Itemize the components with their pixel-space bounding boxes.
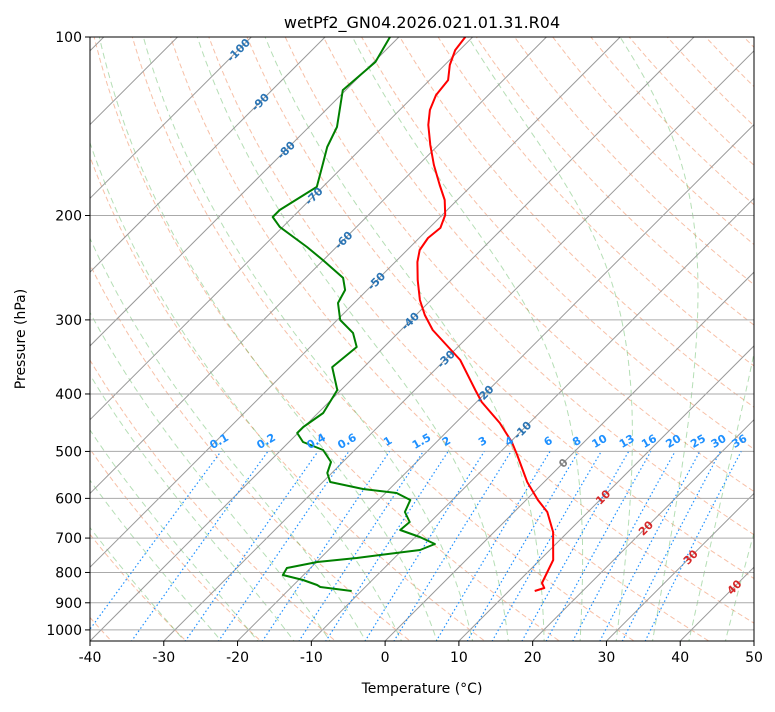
moist-adiabat-line bbox=[193, 24, 509, 645]
isotherm-label: -100 bbox=[224, 36, 253, 65]
y-tick-label: 500 bbox=[55, 444, 82, 460]
y-tick-label: 100 bbox=[55, 30, 82, 46]
x-tick-label: -10 bbox=[300, 650, 323, 666]
moist-adiabat-line bbox=[97, 24, 439, 645]
x-tick-label: 50 bbox=[745, 650, 763, 666]
mixing-ratio-label: 25 bbox=[688, 432, 708, 451]
dry-adiabat-line bbox=[362, 37, 775, 645]
dry-adiabat-line bbox=[0, 37, 340, 645]
background-lines bbox=[0, 24, 775, 645]
y-tick-label: 1000 bbox=[46, 623, 82, 639]
isotherm-label: -90 bbox=[249, 90, 272, 113]
dry-adiabat-line bbox=[591, 37, 775, 645]
isotherm-line bbox=[307, 24, 775, 645]
x-tick-label: -20 bbox=[226, 650, 249, 666]
y-tick-label: 700 bbox=[55, 531, 82, 547]
mixing-ratio-line bbox=[323, 451, 448, 645]
isotherm-line bbox=[0, 24, 412, 645]
dry-adiabat-line bbox=[629, 37, 775, 645]
mixing-ratio-line bbox=[465, 451, 578, 645]
moist-adiabat-line bbox=[688, 24, 775, 645]
y-tick-label: 200 bbox=[55, 208, 82, 224]
x-tick-label: -30 bbox=[152, 650, 175, 666]
mixing-ratio-label: 6 bbox=[542, 434, 555, 449]
dry-adiabat-line bbox=[553, 37, 775, 645]
chart-title: wetPf2_GN04.2026.021.01.31.R04 bbox=[284, 13, 560, 33]
isotherm-line bbox=[529, 24, 775, 645]
mixing-ratio-label: 36 bbox=[730, 432, 750, 451]
x-tick-label: 20 bbox=[524, 650, 542, 666]
dry-adiabat-line bbox=[706, 37, 775, 645]
mixing-ratio-label: 20 bbox=[663, 432, 683, 451]
plot-frame bbox=[90, 37, 754, 641]
mixing-ratio-label: 0.4 bbox=[305, 431, 329, 452]
mixing-ratio-line bbox=[79, 451, 222, 645]
isotherm-line bbox=[160, 24, 775, 645]
x-tick-label: 30 bbox=[598, 650, 616, 666]
mixing-ratio-label: 2 bbox=[440, 434, 453, 449]
x-tick-label: -40 bbox=[79, 650, 102, 666]
x-tick-label: 10 bbox=[450, 650, 468, 666]
mixing-ratio-label: 16 bbox=[639, 432, 659, 451]
y-tick-label: 800 bbox=[55, 565, 82, 581]
mixing-ratio-label: 10 bbox=[590, 432, 610, 451]
isotherm-line bbox=[12, 24, 633, 645]
moist-adiabat-line bbox=[0, 24, 225, 645]
mixing-ratio-label: 3 bbox=[476, 434, 489, 449]
mixing-ratio-line bbox=[571, 451, 675, 645]
mixing-ratio-label: 13 bbox=[617, 432, 637, 451]
dry-adiabat-line bbox=[438, 37, 775, 645]
mixing-ratio-label: 8 bbox=[570, 434, 583, 449]
mixing-ratio-label: 0.1 bbox=[208, 431, 231, 452]
x-tick-label: 0 bbox=[381, 650, 390, 666]
moist-adiabat-line bbox=[1, 24, 332, 645]
mixing-ratio-line bbox=[598, 451, 700, 645]
mixing-ratio-label: 1 bbox=[381, 434, 394, 449]
isotherm-line bbox=[0, 24, 265, 645]
isotherm-line bbox=[455, 24, 775, 645]
y-axis-label: Pressure (hPa) bbox=[13, 289, 29, 389]
dry-adiabat-line bbox=[285, 37, 775, 645]
moist-adiabat-line bbox=[0, 24, 261, 645]
y-tick-label: 300 bbox=[55, 313, 82, 329]
moist-adiabat-line bbox=[724, 24, 775, 645]
moist-adiabat-line bbox=[29, 24, 368, 645]
y-tick-label: 600 bbox=[55, 491, 82, 507]
y-tick-label: 900 bbox=[55, 596, 82, 612]
isotherm-line bbox=[0, 24, 338, 645]
x-tick-label: 40 bbox=[671, 650, 689, 666]
moist-adiabat-line bbox=[60, 24, 403, 645]
x-axis-label: Temperature (°C) bbox=[361, 681, 483, 697]
dry-adiabat-line bbox=[56, 37, 490, 645]
y-tick-label: 400 bbox=[55, 387, 82, 403]
moist-adiabat-line bbox=[346, 24, 583, 645]
moist-adiabat-line bbox=[140, 24, 474, 645]
temperature-profile-line bbox=[417, 37, 553, 591]
